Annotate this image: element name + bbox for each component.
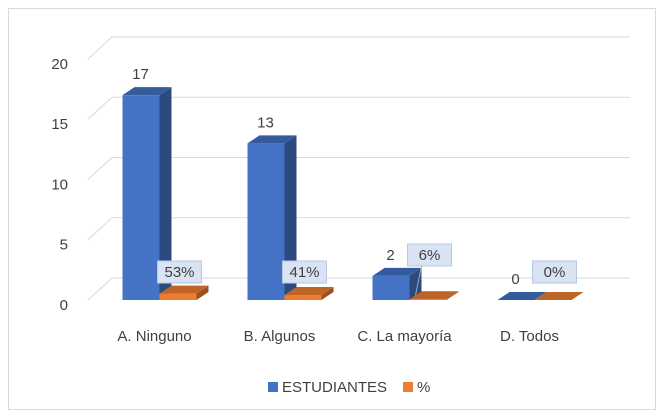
- leader-line: [415, 265, 422, 296]
- bar: [159, 293, 197, 300]
- bar-top: [284, 287, 334, 296]
- bar-side: [284, 135, 297, 300]
- data-label: 53%: [164, 264, 194, 281]
- bar: [284, 295, 322, 300]
- bar-top: [247, 135, 297, 144]
- data-label: 13: [257, 114, 274, 131]
- bar-side: [196, 285, 209, 300]
- data-label: 0: [511, 271, 519, 288]
- legend-swatch: [403, 382, 414, 392]
- bar-side: [409, 267, 422, 300]
- bar-top: [372, 267, 422, 276]
- y-tick-label: 15: [51, 116, 68, 133]
- bar-side: [321, 287, 334, 300]
- bar-top: [409, 291, 459, 300]
- bar: [247, 143, 285, 300]
- bar: [122, 95, 160, 301]
- bar-side: [159, 87, 172, 301]
- x-tick-label: A. Ninguno: [117, 328, 191, 345]
- bar: [372, 275, 410, 300]
- data-label: 2: [386, 247, 394, 264]
- grid-line: [87, 217, 630, 241]
- y-tick-label: 0: [60, 297, 68, 314]
- grid-line: [87, 277, 630, 301]
- bar-top: [159, 285, 209, 294]
- data-label: 0%: [544, 264, 566, 281]
- grid-line: [87, 96, 630, 120]
- x-tick-label: C. La mayoría: [357, 328, 452, 345]
- y-tick-label: 5: [60, 237, 68, 254]
- data-label: 17: [132, 66, 149, 83]
- y-tick-label: 10: [51, 176, 68, 193]
- bar-side: [446, 291, 459, 300]
- bar-top: [534, 292, 584, 300]
- data-label-box: [157, 260, 202, 284]
- legend-swatch: [268, 382, 278, 392]
- grid-line: [87, 36, 630, 60]
- legend-label: %: [417, 379, 430, 396]
- data-label-box: [282, 260, 327, 284]
- bar-top: [497, 292, 547, 300]
- data-label-box: [532, 260, 577, 284]
- x-tick-label: D. Todos: [500, 328, 559, 345]
- legend-label: ESTUDIANTES: [282, 379, 387, 396]
- data-label: 41%: [289, 264, 319, 281]
- data-label: 6%: [419, 247, 441, 264]
- x-tick-label: B. Algunos: [244, 328, 316, 345]
- chart-frame: [8, 8, 656, 410]
- grid-line: [87, 157, 630, 180]
- y-tick-label: 20: [51, 56, 68, 73]
- bar: [409, 299, 447, 300]
- bar-top: [122, 87, 172, 96]
- data-label-box: [407, 243, 452, 267]
